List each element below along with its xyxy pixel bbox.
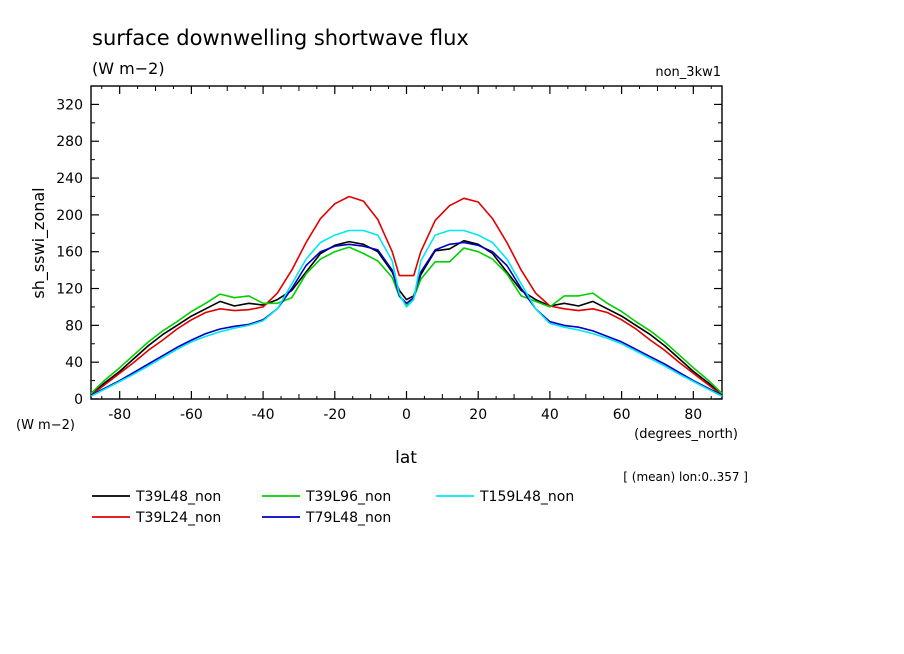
x-tick-label: -60 bbox=[180, 407, 203, 423]
y-unit-label: (W m−2) bbox=[16, 418, 75, 433]
legend-label-t39l24_non: T39L24_non bbox=[135, 510, 221, 526]
series-line-t39l96_non bbox=[90, 246, 723, 395]
chart-title: surface downwelling shortwave flux bbox=[92, 26, 469, 50]
y-axis-label: sh_sswi_zonal bbox=[29, 187, 49, 298]
plot-area: 0 40 80 120 160 200 240 280 320 -80 -60 -40 -20 0 20 40… bbox=[56, 85, 723, 423]
legend-label-t79l48_non: T79L48_non bbox=[305, 510, 391, 526]
series-line-t39l24_non bbox=[90, 195, 723, 396]
y-tick-label: 80 bbox=[65, 318, 83, 334]
x-tick-label: -40 bbox=[252, 407, 275, 423]
legend-label-t39l48_non: T39L48_non bbox=[135, 489, 221, 505]
series-line-t39l48_non bbox=[90, 239, 723, 396]
legend-label-t159l48_non: T159L48_non bbox=[479, 489, 574, 505]
y-tick-label: 160 bbox=[56, 245, 83, 261]
y-tick-label: 200 bbox=[56, 208, 83, 224]
y-tick-label: 0 bbox=[74, 392, 83, 408]
x-tick-label: -80 bbox=[108, 407, 131, 423]
footnote: [ (mean) lon:0..357 ] bbox=[623, 470, 748, 484]
y-tick-label: 280 bbox=[56, 134, 83, 150]
x-tick-label: 0 bbox=[402, 407, 411, 423]
y-tick-label: 120 bbox=[56, 282, 83, 298]
x-axis-label: lat bbox=[395, 448, 417, 468]
legend-label-t39l96_non: T39L96_non bbox=[305, 489, 391, 505]
x-unit-label: (degrees_north) bbox=[634, 427, 738, 442]
experiment-label: non_3kw1 bbox=[655, 65, 721, 80]
chart-subtitle: (W m−2) bbox=[92, 59, 165, 78]
x-tick-label: 80 bbox=[684, 407, 702, 423]
x-tick-label: 20 bbox=[469, 407, 487, 423]
plot-frame bbox=[90, 85, 723, 400]
x-tick-label: -20 bbox=[323, 407, 346, 423]
x-tick-label: 60 bbox=[613, 407, 631, 423]
series-line-t79l48_non bbox=[90, 241, 723, 397]
y-tick-label: 320 bbox=[56, 97, 83, 113]
x-tick-label: 40 bbox=[541, 407, 559, 423]
legend: T39L48_non T39L96_non T159L48_non T39L24_no… bbox=[92, 489, 574, 526]
series-line-t159l48_non bbox=[90, 229, 723, 397]
y-tick-label: 40 bbox=[65, 355, 83, 371]
y-tick-label: 240 bbox=[56, 171, 83, 187]
